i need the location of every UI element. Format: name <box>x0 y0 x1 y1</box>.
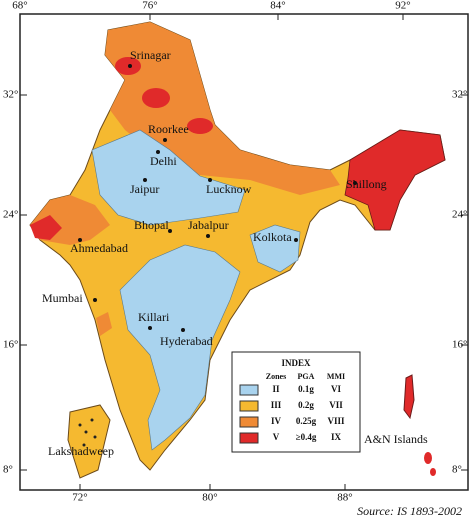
latitude-label: 8° <box>3 464 13 476</box>
an-islands <box>403 374 415 420</box>
source: Source: IS 1893-2002 <box>357 504 462 518</box>
legend-swatch <box>239 432 259 444</box>
place-label: Roorkee <box>148 122 189 136</box>
legend-cell: III <box>271 400 282 410</box>
legend-swatch <box>239 400 259 412</box>
legend-cell: VIII <box>327 416 345 426</box>
legend-cell: VII <box>329 400 343 410</box>
latitude-label: 8° <box>452 464 462 476</box>
latitude-label: 16° <box>452 339 467 351</box>
legend-cell: 0.25g <box>296 416 317 426</box>
legend-cell: IV <box>271 416 282 426</box>
legend-cell: 0.2g <box>298 400 314 410</box>
legend-header: MMI <box>327 372 345 381</box>
legend-cell: 0.1g <box>298 384 314 394</box>
place-label: Lakshadweep <box>48 444 114 458</box>
latitude-label: 24° <box>452 209 467 221</box>
zone-iv <box>96 312 112 336</box>
place-label: Delhi <box>150 154 177 168</box>
place-label: Jaipur <box>130 182 159 196</box>
longitude-label: 88° <box>337 492 352 504</box>
longitude-label: 80° <box>202 492 217 504</box>
place-label: Hyderabad <box>160 334 213 348</box>
place-label: Kolkota <box>253 230 292 244</box>
place-label: Shillong <box>346 177 387 191</box>
place-label: Srinagar <box>130 48 171 62</box>
latitude-label: 32° <box>3 89 18 101</box>
legend-cell: V <box>273 432 280 442</box>
place-label: Ahmedabad <box>70 241 128 255</box>
zone-v <box>187 118 213 134</box>
longitude-label: 92° <box>395 0 410 12</box>
legend-cell: ≥0.4g <box>296 432 317 442</box>
place-label: Lucknow <box>206 182 252 196</box>
zone-ii <box>249 224 301 273</box>
latitude-label: 16° <box>3 339 18 351</box>
longitude-label: 84° <box>270 0 285 12</box>
legend-swatch <box>239 384 259 396</box>
longitude-label: 76° <box>142 0 157 12</box>
longitude-label: 72° <box>72 492 87 504</box>
island-dots <box>78 418 97 447</box>
legend-cell: II <box>272 384 280 394</box>
lakshadweep <box>67 404 111 479</box>
place-label: A&N Islands <box>364 432 428 446</box>
legend-title: INDEX <box>281 358 311 368</box>
zone-v <box>30 215 62 240</box>
legend-cell: VI <box>331 384 341 394</box>
legend-cell: IX <box>331 432 342 442</box>
place-label: Mumbai <box>42 291 83 305</box>
legend-header: Zones <box>266 372 286 381</box>
zone-ii <box>91 129 246 226</box>
longitude-label: 68° <box>12 0 27 12</box>
legend-swatch <box>239 416 259 428</box>
city-dots <box>78 64 357 332</box>
place-label: Jabalpur <box>188 218 229 232</box>
latitude-label: 32° <box>452 89 467 101</box>
zone-ii <box>119 244 241 451</box>
zone-v <box>142 88 170 108</box>
latitude-label: 24° <box>3 209 18 221</box>
place-label: Bhopal <box>134 218 169 232</box>
legend-header: PGA <box>298 372 315 381</box>
place-label: Killari <box>138 310 170 324</box>
an-islands <box>430 468 436 476</box>
zone-v <box>344 129 446 231</box>
an-islands <box>424 452 432 464</box>
tick-marks <box>19 14 468 490</box>
